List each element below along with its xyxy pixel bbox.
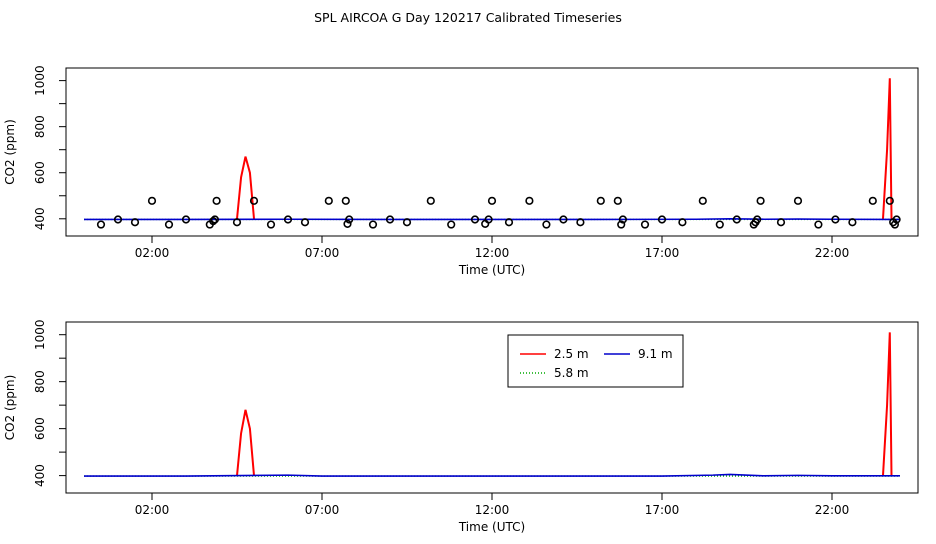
data-point-marker [868, 196, 877, 205]
y-tick-label: 400 [33, 464, 47, 487]
y-tick-label: 400 [33, 207, 47, 230]
data-point-marker [793, 196, 803, 205]
data-point-marker [715, 220, 724, 229]
data-point-marker [283, 215, 293, 224]
data-point-marker [181, 215, 191, 224]
legend-box [507, 334, 684, 388]
data-point-marker [385, 215, 395, 224]
series-line-blue [84, 473, 900, 477]
series-line-red [236, 409, 255, 476]
x-tick-label: 12:00 [475, 503, 510, 517]
series-line-red [882, 332, 893, 476]
data-point-marker [678, 218, 687, 227]
y-tick-label: 600 [33, 417, 47, 440]
data-point-marker [426, 196, 435, 205]
data-point-marker [447, 220, 456, 229]
data-point-marker [96, 220, 106, 229]
x-tick-label: 22:00 [815, 246, 850, 260]
data-point-marker [657, 215, 667, 224]
data-point-marker [890, 220, 900, 229]
legend-label: 9.1 m [638, 347, 673, 361]
series-line-red [882, 78, 893, 219]
data-point-marker [210, 215, 219, 224]
legend: 2.5 m 9.1 m 5.8 m [507, 334, 684, 388]
data-point-marker [831, 215, 840, 224]
data-point-marker [814, 220, 823, 229]
data-point-marker [212, 196, 221, 205]
data-point-marker [848, 218, 857, 227]
data-point-marker [732, 215, 741, 224]
x-tick-label: 12:00 [475, 246, 510, 260]
x-tick-label: 07:00 [305, 503, 340, 517]
data-point-marker [776, 218, 786, 227]
data-point-marker [300, 218, 310, 227]
data-point-marker [613, 196, 622, 205]
x-axis-label: Time (UTC) [458, 263, 525, 277]
plot-frame [65, 67, 919, 237]
data-point-marker [147, 196, 157, 205]
series-line-red [236, 156, 255, 219]
data-point-marker [164, 220, 174, 229]
plot-frame [65, 321, 919, 494]
data-point-marker [576, 218, 585, 227]
data-point-marker [525, 196, 534, 205]
series-line-blue [84, 217, 901, 221]
data-point-marker [542, 220, 551, 229]
x-tick-label: 07:00 [305, 246, 340, 260]
x-axis-label: Time (UTC) [458, 520, 525, 534]
data-point-marker [618, 215, 628, 224]
data-point-marker [232, 218, 242, 227]
data-point-marker [885, 196, 894, 205]
data-point-marker [130, 218, 140, 227]
data-point-marker [324, 196, 333, 205]
data-point-marker [209, 216, 218, 226]
y-tick-label: 1000 [33, 319, 47, 350]
data-point-marker [345, 215, 354, 224]
y-axis-label: CO2 (ppm) [3, 119, 17, 185]
data-point-marker [266, 220, 276, 229]
x-tick-label: 17:00 [645, 503, 680, 517]
data-point-marker [343, 219, 352, 228]
data-point-marker [892, 215, 901, 224]
y-tick-label: 600 [33, 161, 47, 184]
y-tick-label: 1000 [33, 65, 47, 96]
y-axis-label: CO2 (ppm) [3, 375, 17, 441]
legend-label: 5.8 m [554, 366, 589, 380]
data-point-marker [698, 196, 707, 205]
chart-title: SPL AIRCOA G Day 120217 Calibrated Times… [314, 10, 622, 25]
data-point-marker [484, 215, 493, 224]
top-panel: 02:00 07:00 12:00 17:00 22:00 400 600 800 1000 Ti… [3, 65, 919, 277]
data-point-marker [504, 218, 514, 227]
data-point-marker [402, 218, 412, 227]
data-point-marker [756, 196, 765, 205]
legend-label: 2.5 m [554, 347, 589, 361]
data-point-marker [640, 220, 650, 229]
data-point-marker [617, 220, 626, 229]
data-point-marker [470, 215, 480, 224]
x-tick-label: 17:00 [645, 246, 680, 260]
x-tick-label: 02:00 [135, 246, 170, 260]
x-tick-label: 02:00 [135, 503, 170, 517]
data-point-marker [559, 215, 568, 224]
data-point-marker [596, 196, 605, 205]
bottom-panel: 02:00 07:00 12:00 17:00 22:00 400 600 800 1000 Ti… [3, 319, 919, 534]
data-point-marker [341, 196, 350, 205]
y-tick-label: 800 [33, 115, 47, 138]
data-point-marker [113, 215, 123, 224]
data-point-marker [368, 220, 378, 229]
y-tick-label: 800 [33, 370, 47, 393]
x-tick-label: 22:00 [815, 503, 850, 517]
data-point-marker [487, 196, 497, 205]
data-point-marker [249, 196, 259, 205]
data-point-marker [753, 215, 762, 224]
